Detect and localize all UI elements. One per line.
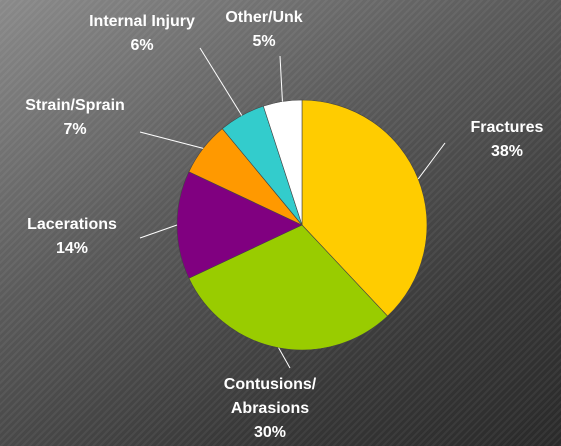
slice-label: Strain/Sprain 7%: [0, 94, 150, 142]
slice-label: Other/Unk 5%: [209, 6, 319, 54]
value-label: 7%: [63, 121, 87, 138]
leader-line: [278, 347, 291, 369]
slice-label: Contusions/ Abrasions 30%: [205, 373, 335, 445]
value-label: 6%: [130, 37, 154, 54]
slice-label: Internal Injury 6%: [62, 10, 222, 58]
pie-slice: [188, 224, 388, 351]
category-label: Strain/Sprain: [25, 97, 125, 114]
category-label: Other/Unk: [225, 9, 303, 26]
value-label: 38%: [490, 143, 524, 160]
slice-label: Fractures 38%: [452, 116, 561, 164]
value-label: 14%: [55, 240, 89, 257]
pie-slice: [301, 99, 428, 317]
leader-line: [139, 131, 204, 149]
leader-line: [139, 224, 178, 239]
category-label: Lacerations: [27, 216, 117, 233]
category-label: Contusions/ Abrasions: [223, 376, 317, 417]
slice-label: Lacerations 14%: [2, 213, 142, 261]
category-label: Fractures: [470, 119, 544, 136]
leader-line: [417, 142, 446, 180]
pie-slice: [262, 99, 303, 226]
category-label: Internal Injury: [89, 13, 195, 30]
leader-line: [279, 55, 283, 102]
leader-line: [199, 47, 243, 116]
pie-slice: [176, 171, 303, 279]
value-label: 30%: [253, 424, 287, 441]
value-label: 5%: [252, 33, 276, 50]
